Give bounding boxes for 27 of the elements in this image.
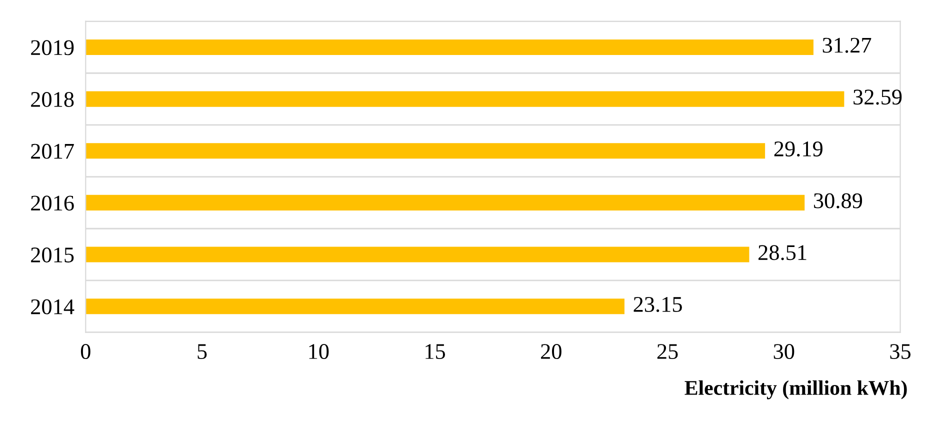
- x-tick-label: 15: [426, 344, 446, 360]
- bar: [86, 246, 750, 262]
- data-label: 23.15: [634, 296, 682, 312]
- y-tick-label: 2017: [31, 144, 74, 159]
- bar: [86, 143, 766, 159]
- data-label: 30.89: [814, 193, 862, 208]
- data-label: 29.19: [774, 142, 822, 157]
- y-tick-label: 2016: [31, 196, 74, 211]
- bar: [86, 194, 805, 210]
- bar: [86, 298, 624, 314]
- y-tick-label: 2018: [31, 92, 74, 107]
- data-label: 28.51: [758, 245, 806, 260]
- x-tick-label: 20: [541, 344, 562, 360]
- x-tick-label: 5: [198, 344, 207, 360]
- x-tick-label: 0: [80, 344, 90, 360]
- y-tick-label: 2014: [31, 299, 74, 314]
- bar: [86, 39, 814, 55]
- x-axis-title: Electricity (million kWh): [684, 380, 907, 400]
- x-tick-label: 35: [890, 344, 911, 360]
- data-label: 31.27: [822, 38, 872, 53]
- y-tick-label: 2015: [31, 247, 74, 262]
- y-tick-label: 2019: [31, 40, 74, 56]
- x-tick-label: 30: [774, 344, 794, 360]
- data-label: 32.59: [854, 90, 902, 105]
- bar: [86, 91, 844, 107]
- x-tick-label: 25: [657, 344, 678, 360]
- x-tick-label: 10: [309, 344, 329, 360]
